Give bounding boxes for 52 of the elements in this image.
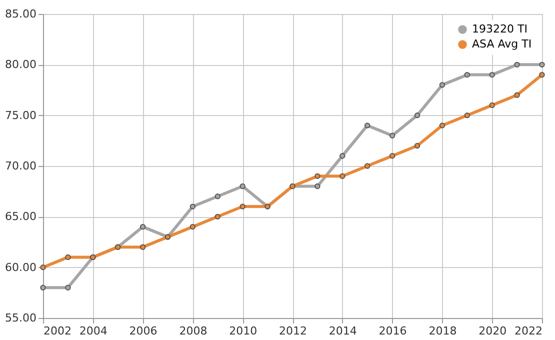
x-tick-label: 2012 [279,324,307,338]
x-tick-label: 2020 [478,324,507,338]
point [190,204,196,210]
x-tick-label: 2018 [428,324,457,338]
point [539,72,545,78]
y-tick-label: 55.00 [5,312,36,324]
y-tick-label: 80.00 [5,58,36,72]
point [414,112,420,118]
point [140,224,146,230]
x-tick-label: 2004 [79,324,108,338]
y-tick-label: 65.00 [5,210,36,224]
point [514,62,520,68]
point [340,173,346,179]
point [65,254,71,260]
x-tick-label: 2002 [44,324,72,338]
point [364,122,370,128]
x-tick-label: 2006 [129,324,158,338]
point [65,284,71,290]
y-tick-label: 60.00 [5,260,36,274]
point [389,132,396,138]
legend-label: ASA Avg TI [472,38,532,50]
x-tick-label: 2008 [179,324,208,338]
y-tick-label: 70.00 [5,160,36,172]
point [364,163,370,169]
x-tick-label: 2016 [378,324,407,338]
point [340,153,346,159]
point [489,102,495,108]
point [464,72,470,78]
point [314,183,320,190]
point [389,153,396,159]
point [140,244,146,250]
point [190,224,196,230]
point [464,112,470,118]
point [514,92,520,98]
point [40,284,46,290]
point [240,204,246,210]
point [414,142,420,149]
point [214,194,220,200]
x-tick-label: 2014 [328,324,357,338]
point [40,264,46,270]
point [314,173,320,179]
point [539,62,545,68]
y-tick-label: 75.00 [5,108,36,122]
point [439,82,446,88]
x-tick-label: 2022 [514,324,542,338]
y-tick-label: 85.00 [5,8,36,20]
point [439,122,446,128]
legend-label: 193220 TI [472,22,528,36]
x-tick-label: 2010 [229,324,258,338]
point [240,183,246,190]
point [489,72,495,78]
point [214,214,220,220]
